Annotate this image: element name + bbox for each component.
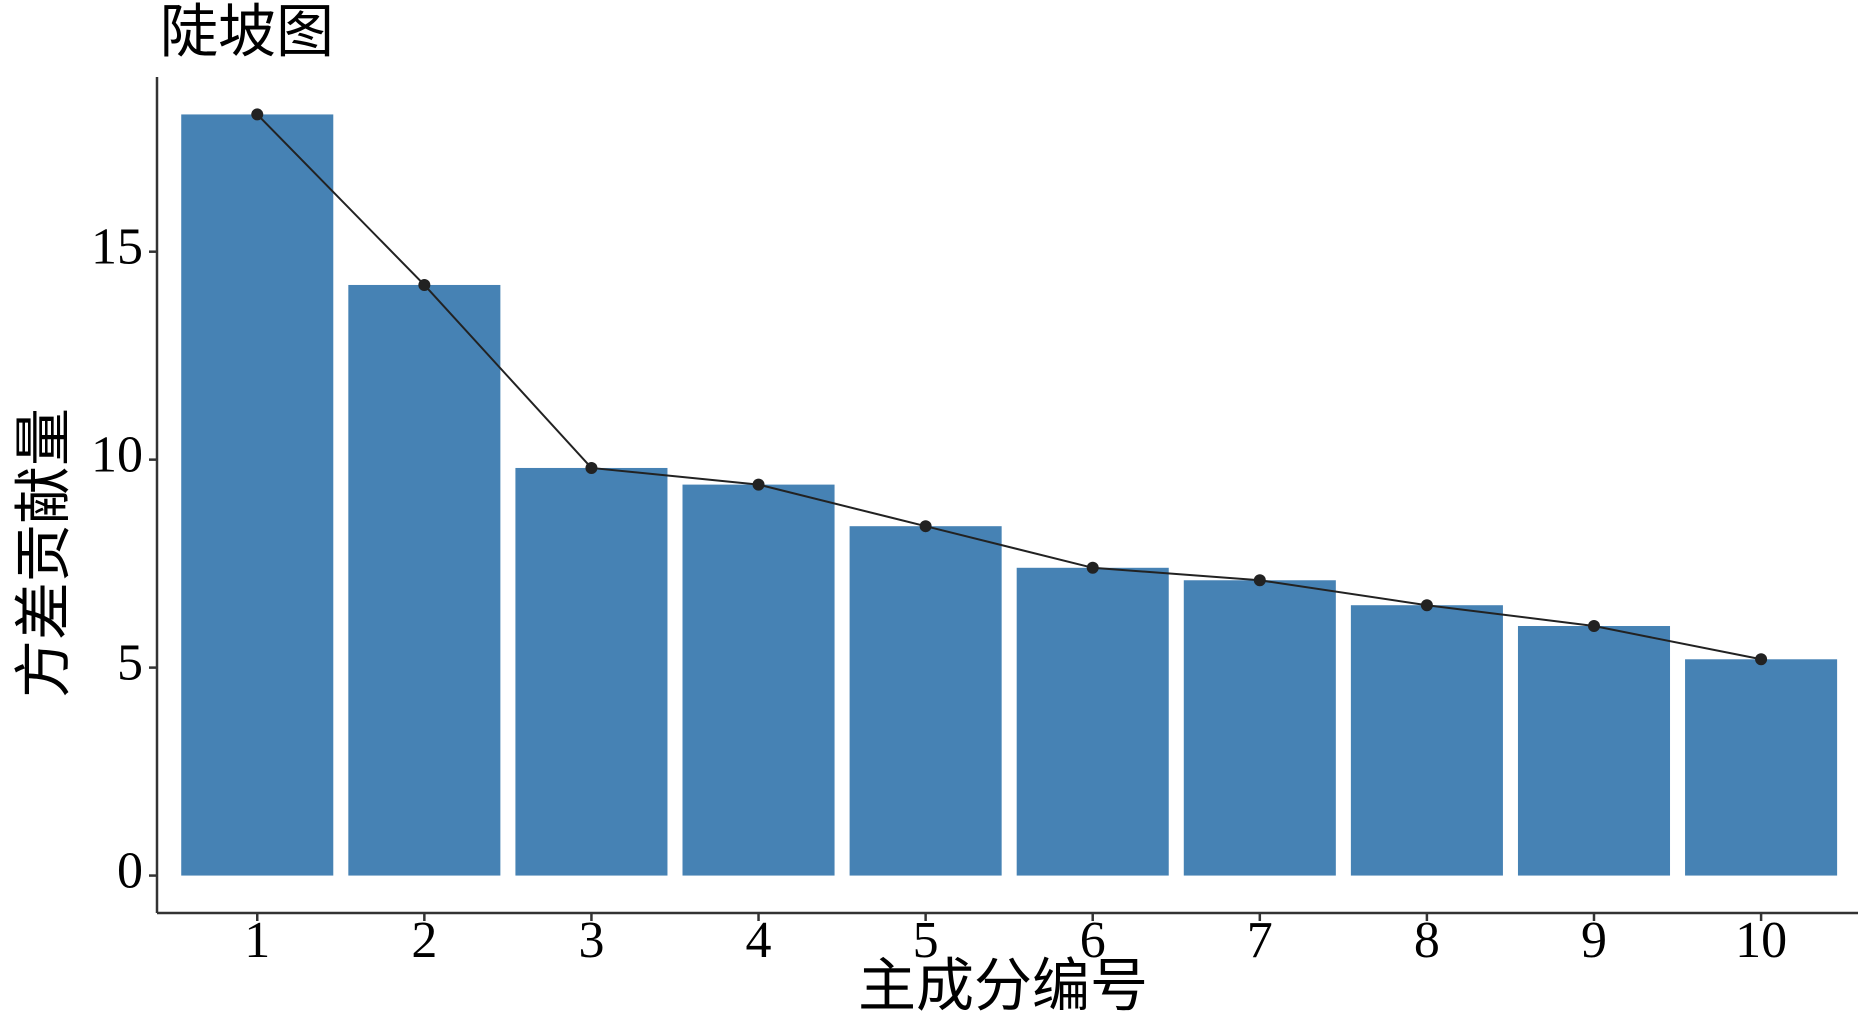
x-tick-label: 7 (1247, 912, 1273, 969)
bar (1685, 659, 1838, 876)
x-tick-label: 4 (746, 912, 772, 969)
bar (348, 284, 501, 876)
point (1755, 653, 1768, 666)
point (1420, 599, 1433, 612)
point (752, 478, 765, 491)
bar (1517, 626, 1671, 876)
x-tick-label: 1 (244, 912, 270, 969)
point (1253, 574, 1266, 587)
bar (181, 114, 334, 876)
bar (1016, 567, 1169, 876)
bar (1350, 605, 1503, 876)
x-tick-label: 9 (1581, 912, 1607, 969)
x-tick-label: 5 (913, 912, 939, 969)
y-tick-label: 0 (117, 843, 143, 900)
scree-line (256, 113, 1762, 661)
x-tick-label: 6 (1080, 912, 1106, 969)
x-tick-label: 10 (1735, 912, 1787, 969)
point (1086, 561, 1099, 574)
point (919, 520, 932, 533)
point (1587, 620, 1600, 633)
point (418, 278, 431, 291)
x-tick-label: 8 (1414, 912, 1440, 969)
chart-title: 陡坡图 (160, 0, 334, 64)
x-tick-label: 2 (411, 912, 437, 969)
bar (682, 484, 835, 876)
y-axis-label: 方差贡献量 (11, 408, 76, 698)
bar (849, 526, 1002, 876)
y-tick-label: 15 (91, 219, 143, 276)
x-axis-label: 主成分编号 (858, 953, 1148, 1018)
bar (1183, 580, 1336, 876)
point (251, 108, 264, 121)
point (585, 461, 598, 474)
y-tick-label: 5 (117, 635, 143, 692)
bar (515, 467, 668, 876)
y-tick-label: 10 (91, 427, 143, 484)
x-tick-label: 3 (578, 912, 604, 969)
